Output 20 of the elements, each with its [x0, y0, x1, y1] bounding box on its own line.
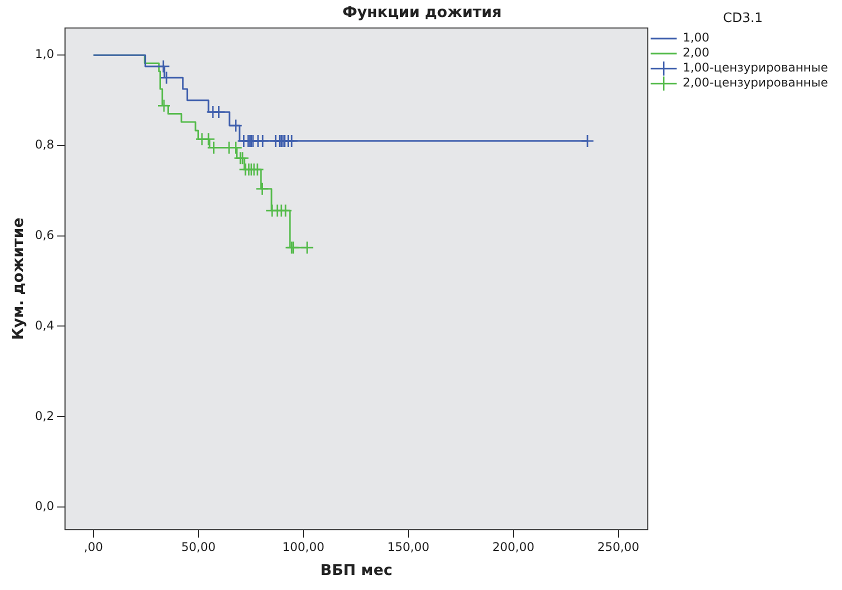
x-tick-label: ,00 [84, 540, 103, 554]
legend-title: CD3.1 [722, 10, 763, 26]
legend-label: 2,00-цензурированные [682, 76, 828, 90]
y-tick-label: 0,8 [34, 138, 54, 152]
y-tick-label: 0,2 [34, 408, 54, 423]
y-tick-label: 0,4 [34, 318, 54, 332]
x-tick-label: 200,00 [492, 540, 534, 554]
y-tick-label: 0,0 [34, 499, 54, 514]
x-axis-title: ВБП мес [320, 560, 392, 579]
legend-label: 2,00 [682, 46, 710, 60]
x-tick-label: 100,00 [282, 540, 324, 554]
x-tick-label: 50,00 [181, 540, 216, 554]
x-tick-label: 250,00 [597, 540, 640, 554]
y-tick-label: 1,0 [34, 47, 54, 62]
chart-title: Функции дожития [342, 2, 502, 21]
y-axis-title: Кум. дожитие [8, 218, 27, 340]
x-tick-label: 150,00 [387, 540, 430, 554]
y-tick-label: 0,6 [34, 228, 54, 242]
legend-label: 1,00 [682, 30, 710, 45]
legend-label: 1,00-цензурированные [682, 60, 828, 75]
